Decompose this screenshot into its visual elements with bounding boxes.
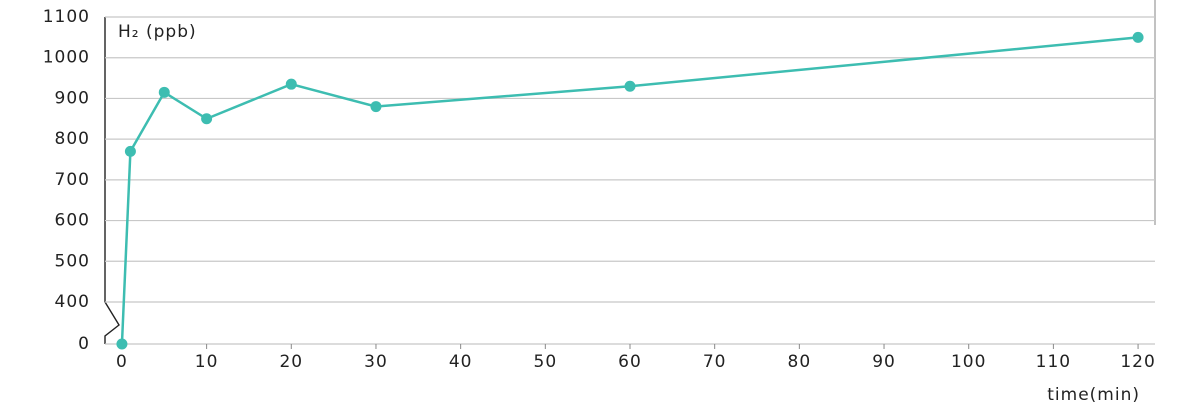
- x-tick-label: 0: [116, 352, 128, 372]
- x-tick-label: 120: [1120, 352, 1155, 372]
- x-tick-label: 70: [703, 352, 727, 372]
- y-tick-label: 800: [55, 129, 90, 149]
- x-tick-label: 100: [951, 352, 986, 372]
- x-tick-label: 50: [534, 352, 558, 372]
- x-tick-label: 30: [364, 352, 388, 372]
- line: [120, 36, 1139, 345]
- x-tick-label: 20: [279, 352, 303, 372]
- y-tick-label: 1100: [43, 7, 90, 27]
- x-tick-label: 80: [788, 352, 812, 372]
- y-tick-label: 600: [55, 211, 90, 231]
- x-tick-label: 110: [1036, 352, 1071, 372]
- point: [124, 145, 136, 157]
- point: [201, 113, 213, 125]
- y-tick-label: 500: [55, 251, 90, 271]
- x-tick-label: 10: [195, 352, 219, 372]
- y-tick-label: 1000: [43, 48, 90, 68]
- point: [624, 80, 636, 92]
- y-tick-label: 700: [55, 170, 90, 190]
- y-tick-label: 900: [55, 88, 90, 108]
- point: [285, 78, 297, 90]
- point: [116, 338, 128, 350]
- x-tick-label: 90: [872, 352, 896, 372]
- x-tick-label: 60: [618, 352, 642, 372]
- y-tick-label: 400: [55, 292, 90, 312]
- x-axis-label: time(min): [1047, 385, 1140, 405]
- y-axis-label: H₂ (ppb): [118, 22, 197, 42]
- x-tick-label: 40: [449, 352, 473, 372]
- point: [1132, 31, 1144, 43]
- point: [370, 101, 382, 113]
- axis-break: [104, 301, 120, 344]
- y-tick-label: 0: [78, 334, 90, 354]
- point: [158, 86, 170, 98]
